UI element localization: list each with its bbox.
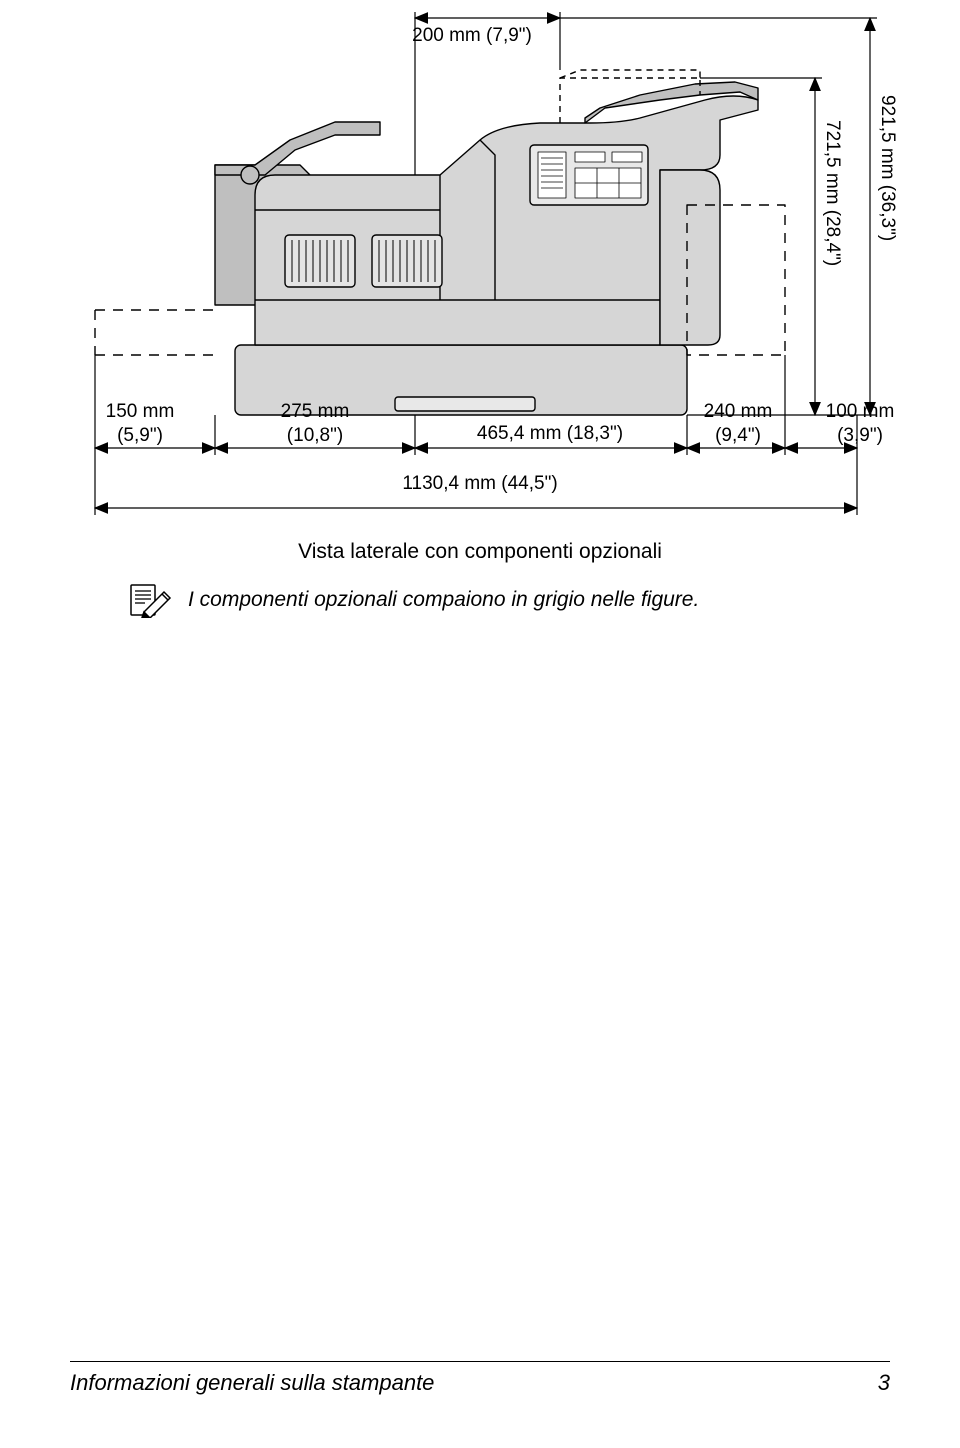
note-icon xyxy=(130,582,174,618)
control-panel xyxy=(530,145,648,205)
dim-b-total: 1130,4 mm (44,5") xyxy=(330,472,630,496)
figure-note-text: I componenti opzionali compaiono in grig… xyxy=(188,588,699,612)
vent-left xyxy=(285,235,355,287)
dim-top: 200 mm (7,9") xyxy=(382,24,562,48)
dim-b5: 100 mm(3,9") xyxy=(790,400,930,448)
dim-b3: 465,4 mm (18,3") xyxy=(420,422,680,446)
dim-b2: 275 mm(10,8") xyxy=(225,400,405,448)
vent-right xyxy=(372,235,442,287)
figure-note: I componenti opzionali compaiono in grig… xyxy=(130,582,699,618)
figure-caption: Vista laterale con componenti opzionali xyxy=(240,540,720,564)
page-footer: Informazioni generali sulla stampante 3 xyxy=(70,1361,890,1396)
dim-v-inner: 721,5 mm (28,4") xyxy=(820,120,844,266)
dim-v-outer: 921,5 mm (36,3") xyxy=(875,95,899,241)
dimension-diagram: 200 mm (7,9") 721,5 mm (28,4") 921,5 mm … xyxy=(0,0,960,620)
footer-page-number: 3 xyxy=(878,1370,890,1396)
footer-title: Informazioni generali sulla stampante xyxy=(70,1370,434,1396)
dim-b1: 150 mm(5,9") xyxy=(65,400,215,448)
printer-illustration xyxy=(95,70,785,415)
dim-b4: 240 mm(9,4") xyxy=(668,400,808,448)
